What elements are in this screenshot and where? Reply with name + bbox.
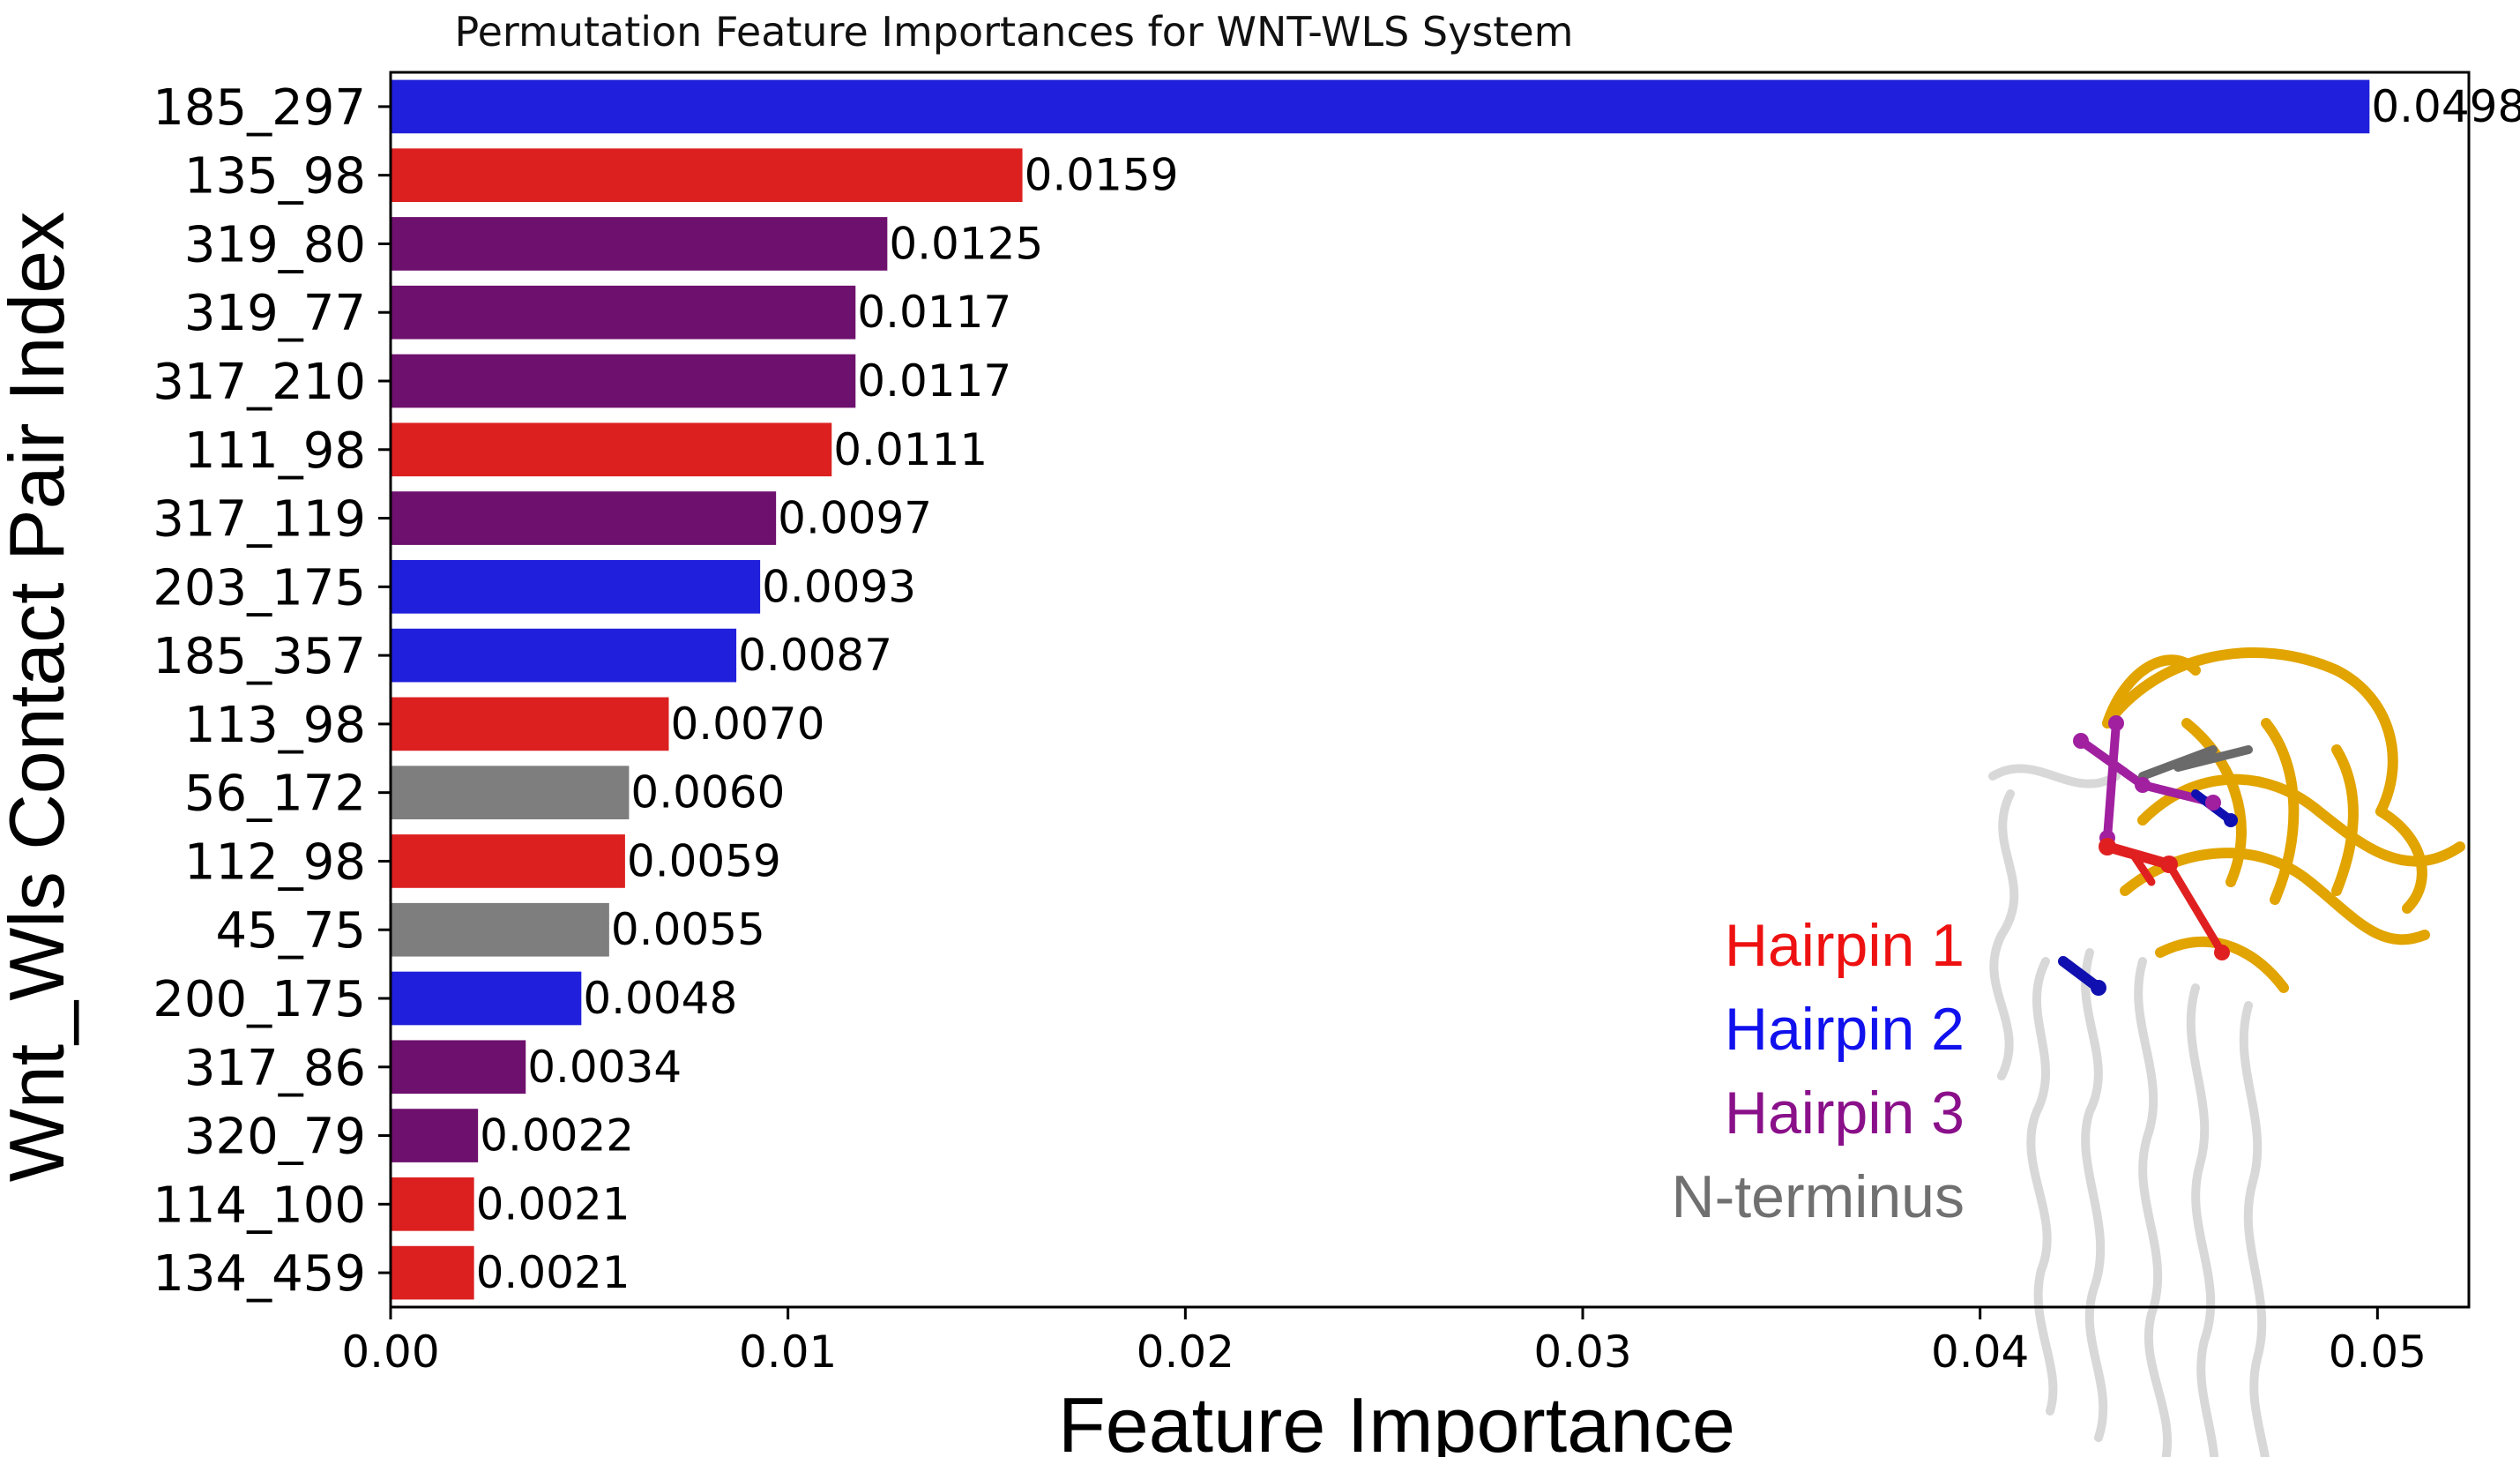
bar-317_210 <box>391 354 856 408</box>
value-label-45_75: 0.0055 <box>611 904 765 955</box>
legend-entry-hairpin-3: Hairpin 3 <box>1725 1080 1965 1147</box>
chart-title: Permutation Feature Importances for WNT-… <box>455 8 1574 56</box>
x-axis-label: Feature Importance <box>1058 1381 1735 1457</box>
y-axis-label: Wnt_Wls Contact Pair Index <box>0 212 80 1182</box>
y-tick-label-203_175: 203_175 <box>153 559 366 616</box>
y-tick-labels: 185_297 135_98 319_80 319_77 317_210 111_98 31… <box>153 79 391 1303</box>
value-label-317_210: 0.0117 <box>857 355 1011 407</box>
legend: Hairpin 1 Hairpin 2 Hairpin 3 N-terminus <box>1672 912 1965 1230</box>
x-tick-label-0.01: 0.01 <box>739 1326 837 1378</box>
y-tick-label-134_459: 134_459 <box>153 1245 366 1303</box>
value-label-134_459: 0.0021 <box>476 1247 630 1298</box>
bar-319_77 <box>391 285 856 340</box>
value-label-203_175: 0.0093 <box>762 561 916 612</box>
x-tick-label-0.05: 0.05 <box>2329 1326 2427 1378</box>
x-tick-label-0.04: 0.04 <box>1931 1326 2029 1378</box>
y-tick-label-317_86: 317_86 <box>184 1040 366 1097</box>
bar-317_86 <box>391 1040 526 1095</box>
y-tick-label-320_79: 320_79 <box>184 1109 366 1166</box>
bar-185_357 <box>391 628 737 683</box>
bar-319_80 <box>391 217 888 271</box>
y-tick-label-113_98: 113_98 <box>184 697 366 754</box>
legend-entry-hairpin-2: Hairpin 2 <box>1725 996 1965 1063</box>
y-tick-label-45_75: 45_75 <box>215 902 366 960</box>
bar-114_100 <box>391 1177 474 1231</box>
y-tick-label-111_98: 111_98 <box>184 422 366 480</box>
y-tick-label-200_175: 200_175 <box>153 971 366 1028</box>
bar-317_119 <box>391 491 777 545</box>
bar-134_459 <box>391 1245 474 1300</box>
y-tick-label-317_210: 317_210 <box>153 354 366 411</box>
y-tick-label-114_100: 114_100 <box>153 1177 366 1234</box>
value-label-114_100: 0.0021 <box>476 1178 630 1229</box>
bar-135_98 <box>391 148 1023 202</box>
value-label-319_77: 0.0117 <box>857 287 1011 338</box>
value-label-200_175: 0.0048 <box>583 973 737 1024</box>
bars <box>391 79 2370 1300</box>
bar-45_75 <box>391 902 609 957</box>
legend-entry-n-terminus: N-terminus <box>1672 1163 1965 1230</box>
y-tick-label-135_98: 135_98 <box>184 148 366 205</box>
bar-56_172 <box>391 766 630 819</box>
value-labels: 0.0498 0.0159 0.0125 0.0117 0.0117 0.0111 0.00… <box>476 81 2520 1298</box>
value-label-112_98: 0.0059 <box>627 835 781 886</box>
value-label-185_357: 0.0087 <box>738 630 892 681</box>
bar-200_175 <box>391 971 582 1026</box>
value-label-135_98: 0.0159 <box>1025 150 1179 201</box>
value-label-320_79: 0.0022 <box>480 1110 634 1162</box>
y-tick-label-319_80: 319_80 <box>184 216 366 273</box>
bar-111_98 <box>391 422 832 477</box>
y-tick-label-56_172: 56_172 <box>184 766 366 823</box>
value-label-113_98: 0.0070 <box>670 699 824 750</box>
x-tick-label-0.02: 0.02 <box>1137 1326 1234 1378</box>
y-tick-label-185_357: 185_357 <box>153 628 366 685</box>
y-tick-label-112_98: 112_98 <box>184 833 366 891</box>
bar-185_297 <box>391 79 2370 134</box>
plot-area <box>389 71 2471 1309</box>
value-label-56_172: 0.0060 <box>630 767 785 818</box>
value-label-317_86: 0.0034 <box>527 1042 682 1093</box>
bar-203_175 <box>391 560 761 614</box>
legend-entry-hairpin-1: Hairpin 1 <box>1725 912 1965 979</box>
bar-112_98 <box>391 834 625 888</box>
value-label-111_98: 0.0111 <box>833 424 988 475</box>
x-tick-label-0.03: 0.03 <box>1533 1326 1631 1378</box>
protein-structure-image <box>1988 647 2465 1457</box>
value-label-317_119: 0.0097 <box>778 493 932 544</box>
bar-320_79 <box>391 1109 479 1162</box>
x-tick-labels: 0.00 0.01 0.02 0.03 0.04 0.05 <box>341 1307 2427 1378</box>
value-label-319_80: 0.0125 <box>889 218 1043 269</box>
x-tick-label-0.00: 0.00 <box>341 1326 439 1378</box>
y-tick-label-317_119: 317_119 <box>153 491 366 549</box>
y-tick-label-319_77: 319_77 <box>184 285 366 342</box>
bar-113_98 <box>391 697 669 751</box>
y-tick-label-185_297: 185_297 <box>153 79 366 137</box>
value-label-185_297: 0.0498 <box>2371 81 2520 132</box>
